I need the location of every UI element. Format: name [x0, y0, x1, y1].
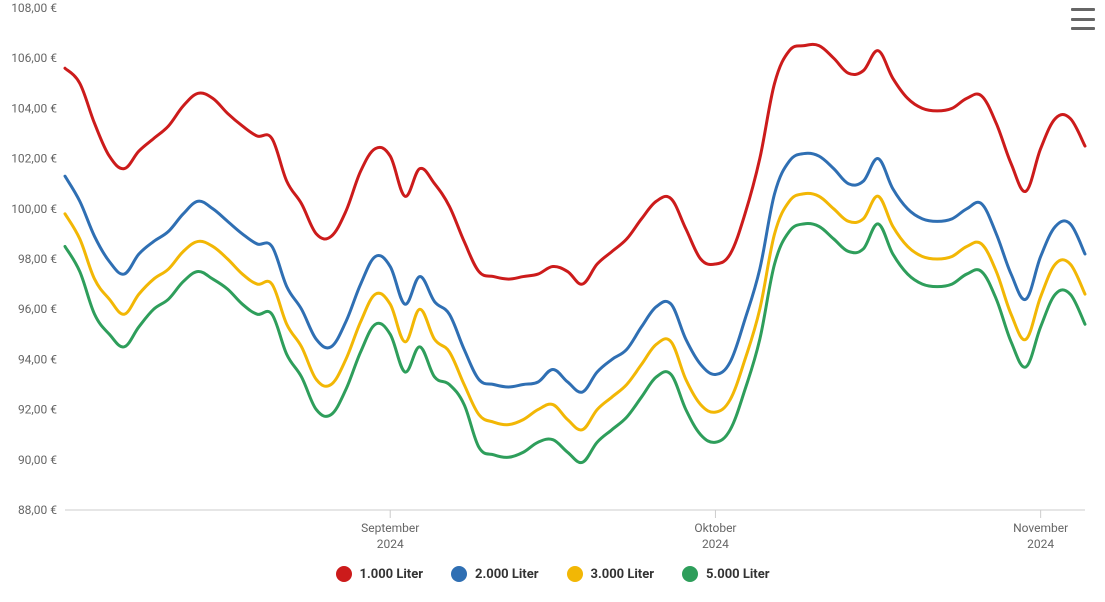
legend-swatch	[451, 566, 467, 582]
x-tick-label-year: 2024	[1027, 537, 1054, 551]
chart-legend: 1.000 Liter 2.000 Liter 3.000 Liter 5.000 L…	[0, 566, 1105, 582]
y-tick-label: 98,00 €	[18, 252, 57, 266]
legend-item-s4[interactable]: 5.000 Liter	[682, 566, 770, 582]
chart-menu-button[interactable]	[1071, 6, 1095, 32]
legend-swatch	[336, 566, 352, 582]
y-tick-label: 94,00 €	[18, 352, 57, 366]
legend-item-s2[interactable]: 2.000 Liter	[451, 566, 539, 582]
series-line-s2	[65, 153, 1085, 392]
legend-label: 2.000 Liter	[475, 567, 539, 582]
y-tick-label: 88,00 €	[18, 503, 57, 517]
legend-swatch	[682, 566, 698, 582]
legend-item-s1[interactable]: 1.000 Liter	[336, 566, 424, 582]
y-tick-label: 102,00 €	[11, 152, 57, 166]
y-tick-label: 90,00 €	[18, 453, 57, 467]
y-tick-label: 106,00 €	[11, 51, 57, 65]
y-tick-label: 96,00 €	[18, 302, 57, 316]
x-tick-label-month: November	[1013, 521, 1068, 535]
legend-label: 1.000 Liter	[360, 567, 424, 582]
price-chart: 88,00 € 90,00 € 92,00 € 94,00 € 96,00 € 98,00…	[0, 0, 1105, 602]
y-tick-label: 100,00 €	[11, 202, 57, 216]
x-tick-label-month: September	[361, 521, 419, 535]
legend-label: 3.000 Liter	[591, 567, 655, 582]
chart-plot-area: 88,00 € 90,00 € 92,00 € 94,00 € 96,00 € 98,00…	[0, 0, 1105, 602]
x-tick-label-month: Oktober	[694, 521, 736, 535]
series-line-s1	[65, 44, 1085, 284]
legend-label: 5.000 Liter	[706, 567, 770, 582]
y-tick-label: 108,00 €	[11, 1, 57, 15]
y-tick-label: 92,00 €	[18, 403, 57, 417]
series-line-s3	[65, 193, 1085, 430]
legend-item-s3[interactable]: 3.000 Liter	[567, 566, 655, 582]
y-tick-label: 104,00 €	[11, 101, 57, 115]
x-tick-label-year: 2024	[702, 537, 729, 551]
x-tick-label-year: 2024	[377, 537, 404, 551]
legend-swatch	[567, 566, 583, 582]
